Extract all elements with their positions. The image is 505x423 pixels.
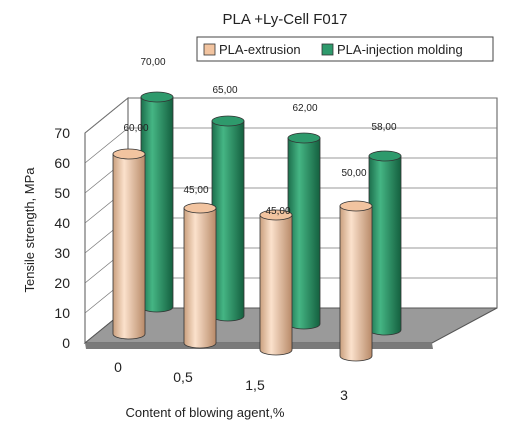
y-axis-label: Tensile strength, MPa [22,167,37,293]
data-label: 70,00 [140,57,165,68]
bar-injection-0,5 [212,116,244,321]
bar-extrusion-3 [340,201,372,361]
bar-injection-1,5 [288,133,320,329]
bar-extrusion-0 [113,149,145,339]
bar-injection-3 [369,151,401,335]
y-tick-label: 70 [54,125,70,141]
data-label: 58,00 [371,122,396,133]
legend-swatch-injection [322,44,333,55]
data-label: 65,00 [212,85,237,96]
x-axis-ticks: 0 0,5 1,5 3 [114,359,348,403]
data-label: 62,00 [292,103,317,114]
y-tick-label: 50 [54,185,70,201]
floor-edge [85,343,433,349]
data-label: 45,00 [265,206,290,217]
legend: PLA-extrusion PLA-injection molding [197,37,493,61]
x-axis-label: Content of blowing agent,% [126,405,285,420]
legend-label-injection: PLA-injection molding [337,42,463,57]
data-label: 45,00 [183,185,208,196]
y-axis-ticks: 0 10 20 30 40 50 60 70 [54,125,70,351]
x-tick-label: 0,5 [173,369,193,385]
x-tick-label: 0 [114,359,122,375]
x-tick-label: 3 [340,387,348,403]
data-label: 50,00 [341,168,366,179]
y-tick-label: 0 [62,335,70,351]
y-tick-label: 60 [54,155,70,171]
x-tick-label: 1,5 [245,377,265,393]
data-label: 60,00 [123,123,148,134]
y-tick-label: 30 [54,245,70,261]
y-tick-label: 40 [54,215,70,231]
legend-swatch-extrusion [204,44,215,55]
legend-label-extrusion: PLA-extrusion [219,42,301,57]
bar-extrusion-0,5 [184,203,216,348]
chart-title: PLA +Ly-Cell F017 [223,11,348,28]
y-tick-label: 10 [54,305,70,321]
bar-extrusion-1,5 [260,210,292,355]
y-tick-label: 20 [54,275,70,291]
